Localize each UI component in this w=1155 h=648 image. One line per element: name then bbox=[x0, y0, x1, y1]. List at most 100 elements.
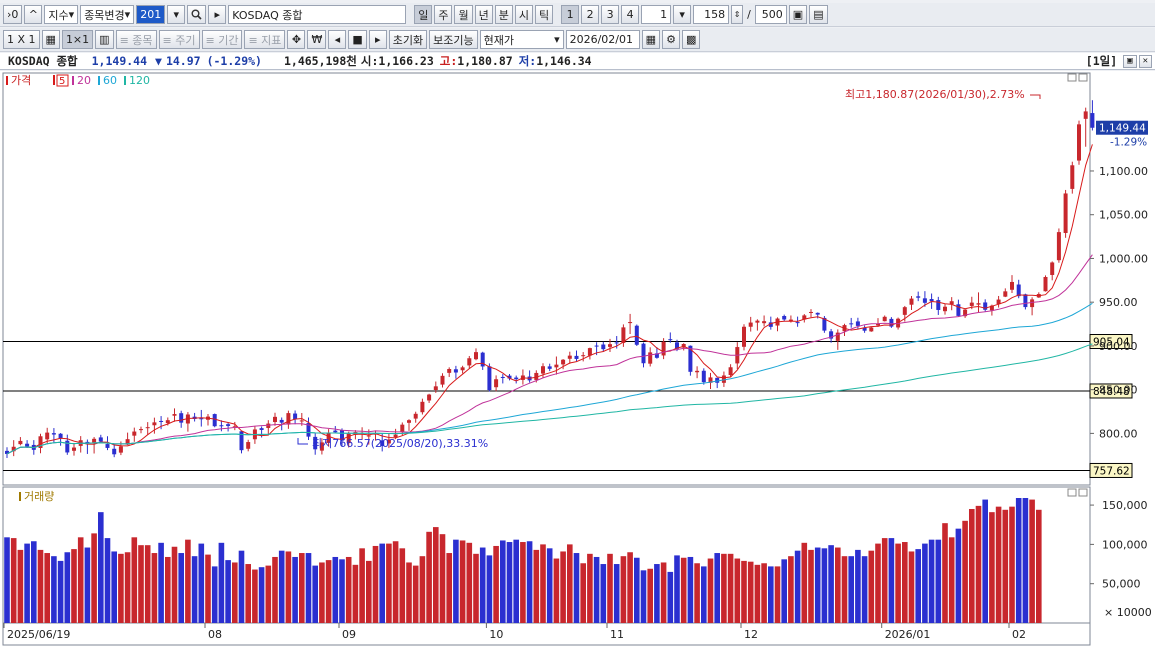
price-volume-chart[interactable]: 905.04 848.48 757.62 800.00 850.00 900.00 950… bbox=[0, 71, 1155, 648]
candle-body bbox=[876, 323, 880, 326]
date-input[interactable]: 2026/02/01 bbox=[565, 30, 640, 49]
add-window-icon[interactable]: ▣ bbox=[788, 5, 808, 24]
candle-body bbox=[916, 296, 921, 298]
reference-line-label-box bbox=[1089, 383, 1133, 399]
volume-pane-controls bbox=[1067, 488, 1088, 497]
period-week-button[interactable]: 주 bbox=[434, 5, 453, 24]
legend-ma60-swatch bbox=[98, 76, 100, 85]
volume-bar bbox=[486, 555, 493, 623]
grid-icon[interactable]: ▦ bbox=[41, 30, 60, 49]
date-axis-label: 11 bbox=[610, 628, 624, 641]
reset-button[interactable]: 초기화 bbox=[388, 30, 428, 49]
volume-bar bbox=[426, 531, 432, 623]
reference-line-label-box bbox=[1089, 462, 1133, 478]
play-icon[interactable]: ▸ bbox=[208, 5, 227, 24]
currency-icon[interactable]: ₩ bbox=[307, 30, 327, 49]
layout-1-button[interactable]: 1 bbox=[561, 5, 580, 24]
change-item-select[interactable]: 종목변경 ▾ bbox=[80, 5, 135, 24]
candle-body bbox=[65, 440, 70, 453]
volume-bar bbox=[91, 533, 97, 623]
volume-pane-close-icon[interactable] bbox=[1078, 488, 1088, 497]
count-stepper[interactable]: ⇕ bbox=[731, 5, 744, 24]
candle-body bbox=[956, 304, 961, 316]
cycle-button[interactable]: ≡ 주기 bbox=[158, 30, 200, 49]
candle-body bbox=[51, 433, 56, 435]
next-icon[interactable]: ▸ bbox=[368, 30, 387, 49]
candle-body bbox=[869, 327, 874, 332]
high-annotation-pointer bbox=[1030, 94, 1041, 99]
candle-body bbox=[768, 322, 773, 327]
volume-bar bbox=[962, 520, 968, 623]
period-tick-button[interactable]: 틱 bbox=[534, 5, 554, 24]
aux-function-button[interactable]: 보조기능 bbox=[429, 30, 478, 49]
move-icon[interactable]: ✥ bbox=[287, 30, 306, 49]
period-hour-button[interactable]: 시 bbox=[514, 5, 533, 24]
candle-body bbox=[541, 366, 545, 374]
candle-body bbox=[963, 309, 968, 317]
stop-icon[interactable]: ■ bbox=[348, 30, 367, 49]
price-pane-close-icon[interactable] bbox=[1078, 73, 1088, 82]
ma120-line bbox=[6, 343, 1093, 455]
layout-3-button[interactable]: 3 bbox=[601, 5, 620, 24]
candle-body bbox=[433, 386, 438, 391]
candle-body bbox=[306, 423, 311, 437]
calendar-icon[interactable]: ▦ bbox=[641, 30, 660, 49]
save-icon[interactable]: ▤ bbox=[809, 5, 828, 24]
candle-body bbox=[159, 420, 164, 422]
search-icon[interactable] bbox=[187, 5, 207, 24]
total-count-input[interactable]: 500 bbox=[754, 5, 787, 24]
candle-body bbox=[795, 322, 800, 324]
volume-bar bbox=[191, 556, 198, 623]
period-month-button[interactable]: 월 bbox=[454, 5, 473, 24]
count-input[interactable]: 1 bbox=[641, 5, 672, 24]
moving-average-lines bbox=[6, 144, 1093, 455]
candle-body bbox=[514, 377, 519, 380]
volume-bar bbox=[252, 569, 258, 623]
code-dropdown-button[interactable]: ▾ bbox=[167, 5, 186, 24]
close-icon[interactable]: ✕ bbox=[1138, 54, 1152, 68]
candle-body bbox=[762, 321, 767, 324]
candle-body bbox=[634, 325, 639, 345]
volume-bar bbox=[366, 560, 372, 623]
settings-icon[interactable]: ⚙ bbox=[662, 30, 680, 49]
volume-pane-minimize-icon[interactable] bbox=[1067, 488, 1077, 497]
display-count-input[interactable]: 158 bbox=[693, 5, 730, 24]
layout-4-button[interactable]: 4 bbox=[621, 5, 640, 24]
price-axis: 800.00 850.00 900.00 950.00 1,000.00 1,050.00… bbox=[1090, 120, 1148, 440]
volume-bar bbox=[479, 547, 486, 623]
period-day-button[interactable]: 일 bbox=[414, 5, 433, 24]
volume-bar bbox=[721, 553, 727, 623]
candle-body bbox=[500, 376, 505, 378]
indicator-button[interactable]: ≡ 지표 bbox=[244, 30, 286, 49]
expand-button[interactable]: ›0 bbox=[3, 5, 23, 24]
table-icon[interactable]: ▥ bbox=[95, 30, 114, 49]
volume-bar bbox=[412, 565, 419, 623]
market-up-button[interactable]: ^ bbox=[24, 5, 43, 24]
layout-alt-button[interactable]: 1×1 bbox=[61, 30, 94, 49]
volume-bar bbox=[399, 548, 406, 623]
volume-bar bbox=[935, 539, 942, 623]
candle-body bbox=[661, 341, 666, 356]
prev-icon[interactable]: ◂ bbox=[328, 30, 347, 49]
range-button[interactable]: ≡ 기간 bbox=[201, 30, 243, 49]
maximize-icon[interactable]: ▣ bbox=[1123, 54, 1137, 68]
volume-bar bbox=[613, 564, 620, 623]
period-minute-button[interactable]: 분 bbox=[494, 5, 513, 24]
volume-bars bbox=[4, 498, 1042, 623]
candle-body bbox=[313, 436, 318, 450]
market-select[interactable]: 지수 ▾ bbox=[44, 5, 79, 24]
chart-area: 905.04 848.48 757.62 800.00 850.00 900.00 950… bbox=[0, 71, 1155, 648]
layout-2-button[interactable]: 2 bbox=[581, 5, 600, 24]
candle-body bbox=[5, 450, 9, 454]
code-input[interactable]: 201 bbox=[136, 5, 166, 24]
period-year-button[interactable]: 년 bbox=[474, 5, 493, 24]
options-icon[interactable]: ▩ bbox=[682, 30, 701, 49]
reference-line-label-box bbox=[1089, 334, 1133, 350]
count-dropdown-button[interactable]: ▾ bbox=[673, 5, 692, 24]
price-pane-minimize-icon[interactable] bbox=[1067, 73, 1077, 82]
item-button[interactable]: ≡ 종목 bbox=[115, 30, 157, 49]
price-type-select[interactable]: 현재가 ▾ bbox=[479, 30, 564, 49]
layout-button[interactable]: 1 X 1 bbox=[3, 30, 40, 49]
candle-body bbox=[1050, 262, 1055, 275]
candle-body bbox=[675, 342, 679, 349]
